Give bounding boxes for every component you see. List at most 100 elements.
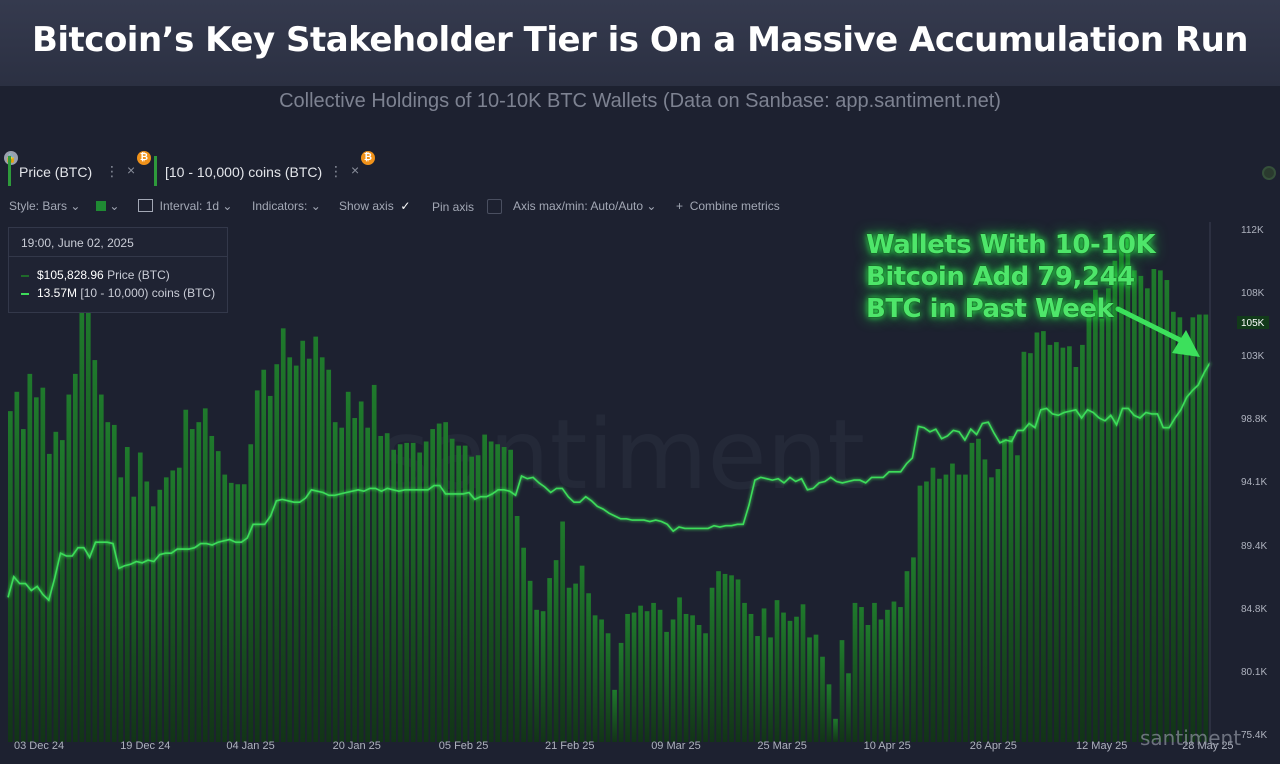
- price-bar: [176, 467, 182, 742]
- price-bar: [404, 442, 410, 742]
- more-options-icon[interactable]: ⋮: [329, 163, 343, 179]
- indicators-dropdown-label: Indicators:: [252, 199, 308, 213]
- remove-metric-icon[interactable]: ×: [351, 162, 360, 178]
- show-axis-toggle[interactable]: Show axis ✓: [339, 199, 410, 213]
- more-options-icon[interactable]: ⋮: [105, 163, 119, 179]
- tooltip-row-holdings: 13.57M [10 - 10,000) coins (BTC): [21, 286, 215, 300]
- price-bar: [462, 445, 468, 742]
- price-bar: [638, 605, 643, 742]
- price-bar: [761, 608, 767, 742]
- holdings-line: [7, 362, 1211, 602]
- price-bar: [846, 673, 851, 742]
- price-bar: [592, 615, 598, 742]
- tooltip-price-label: Price (BTC): [107, 268, 170, 282]
- price-bar: [794, 616, 799, 742]
- legend-swatch-price: [21, 274, 29, 277]
- price-bar: [1093, 289, 1098, 742]
- price-bar: [930, 467, 936, 742]
- combine-metrics-button[interactable]: + Combine metrics: [676, 199, 780, 213]
- price-bar: [937, 478, 942, 742]
- x-tick-label: 25 Mar 25: [757, 740, 807, 752]
- callout-line-2: Bitcoin Add 79,244: [866, 262, 1135, 292]
- price-bar: [696, 625, 702, 742]
- x-tick-label: 21 Feb 25: [545, 740, 595, 752]
- current-price-tag: 105K: [1237, 316, 1269, 329]
- metric-chip-price[interactable]: Price (BTC) ⋮ ×: [8, 156, 149, 186]
- price-bar: [183, 409, 189, 742]
- price-bar: [261, 369, 267, 742]
- pin-axis-toggle[interactable]: Pin axis: [432, 199, 503, 214]
- price-bar: [137, 452, 143, 742]
- tooltip-holdings-value: 13.57M: [37, 286, 78, 300]
- price-bar: [1028, 353, 1033, 742]
- price-bar: [449, 438, 455, 742]
- style-dropdown[interactable]: Style: Bars ⌄: [9, 199, 81, 213]
- tooltip-row-price: $105,828.96 Price (BTC): [21, 268, 170, 282]
- x-tick-label: 12 May 25: [1076, 740, 1127, 752]
- price-bar: [306, 358, 312, 742]
- price-bar: [664, 631, 669, 742]
- x-tick-label: 28 May 25: [1182, 740, 1233, 752]
- price-bar: [982, 459, 988, 742]
- price-bar: [482, 434, 487, 742]
- price-bar: [904, 571, 910, 742]
- price-bar: [579, 565, 585, 742]
- price-bar: [651, 602, 656, 742]
- checkmark-icon: ✓: [400, 199, 411, 213]
- price-bar: [540, 611, 546, 742]
- price-bar: [1132, 270, 1137, 742]
- price-bar: [774, 600, 780, 742]
- price-bar: [1060, 347, 1066, 742]
- chart-subtitle: Collective Holdings of 10-10K BTC Wallet…: [279, 90, 1001, 112]
- price-bar: [963, 474, 968, 742]
- calendar-icon: [138, 199, 153, 212]
- interval-dropdown-label: Interval: 1d: [159, 199, 220, 213]
- indicators-dropdown[interactable]: Indicators: ⌄: [252, 199, 321, 213]
- price-bar: [456, 445, 461, 742]
- tooltip-holdings-label: [10 - 10,000) coins (BTC): [80, 286, 216, 300]
- y-tick-label: 98.8K: [1241, 414, 1267, 425]
- price-bar: [534, 609, 539, 742]
- color-picker[interactable]: ⌄: [96, 199, 119, 213]
- price-bar: [872, 602, 877, 742]
- price-bar: [1197, 314, 1202, 742]
- price-bar: [1190, 317, 1196, 742]
- price-bar: [800, 604, 806, 742]
- price-bar: [878, 619, 884, 742]
- price-bar: [1008, 435, 1014, 742]
- price-bar: [813, 634, 819, 742]
- price-bar: [228, 482, 234, 742]
- price-bar: [657, 609, 663, 742]
- y-tick-label: 103K: [1241, 351, 1265, 362]
- price-bar: [1106, 288, 1111, 742]
- price-bar: [586, 593, 591, 742]
- tooltip-price-value: $105,828.96: [37, 268, 104, 282]
- current-price-tag-label: 105K: [1241, 318, 1265, 329]
- remove-metric-icon[interactable]: ×: [127, 162, 136, 178]
- price-bar: [384, 433, 390, 742]
- x-tick-label: 20 Jan 25: [333, 740, 381, 752]
- price-bar: [72, 373, 78, 742]
- title-banner: [0, 0, 1280, 86]
- price-bar: [599, 619, 604, 742]
- price-bar: [345, 391, 351, 742]
- price-bar: [1203, 314, 1209, 742]
- price-bar: [319, 357, 325, 742]
- price-bar: [475, 455, 481, 742]
- price-bar: [690, 615, 695, 742]
- y-tick-label: 112K: [1241, 225, 1264, 236]
- price-bar: [521, 547, 526, 742]
- interval-dropdown[interactable]: Interval: 1d ⌄: [138, 199, 232, 213]
- price-bar: [995, 469, 1001, 742]
- price-bar: [157, 489, 163, 742]
- price-bar: [423, 441, 429, 742]
- axis-minmax-dropdown[interactable]: Axis max/min: Auto/Auto ⌄: [513, 199, 657, 213]
- price-bar: [248, 444, 254, 742]
- chart-title: Bitcoin’s Key Stakeholder Tier is On a M…: [31, 20, 1249, 60]
- price-bar: [917, 485, 923, 742]
- price-bar: [417, 452, 423, 742]
- metric-chip-holdings[interactable]: [10 - 10,000) coins (BTC) ⋮ ×: [154, 156, 371, 186]
- price-bar: [222, 474, 228, 742]
- x-tick-label: 19 Dec 24: [120, 740, 170, 752]
